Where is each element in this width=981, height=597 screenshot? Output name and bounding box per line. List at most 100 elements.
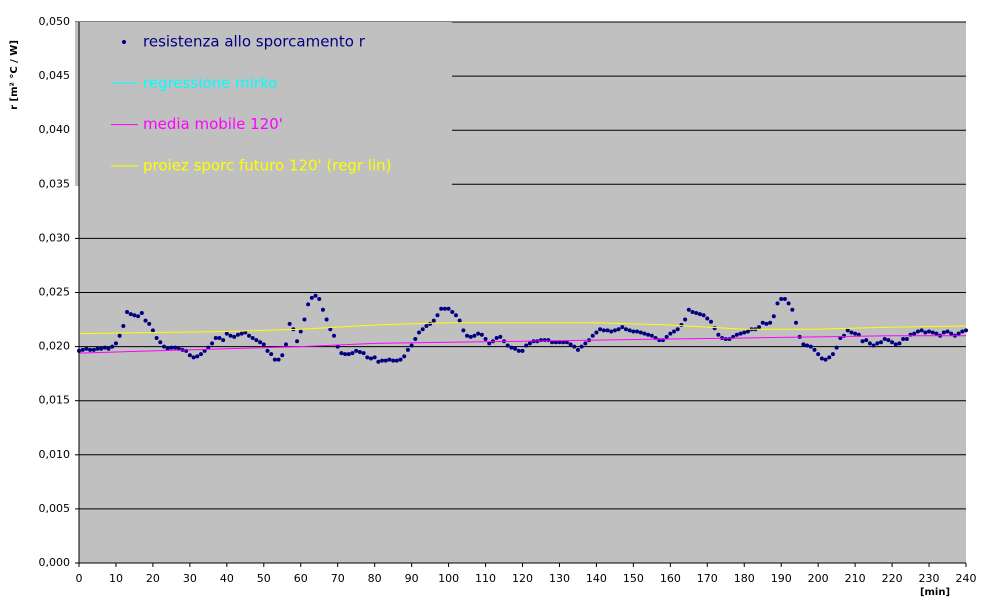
data-point — [878, 340, 883, 345]
data-point — [830, 352, 835, 357]
data-point — [424, 324, 429, 329]
data-point — [904, 337, 909, 342]
data-point — [871, 343, 876, 348]
data-point — [302, 317, 307, 322]
data-point — [509, 345, 514, 350]
x-tick-label: 150 — [623, 572, 644, 585]
legend-marker — [122, 40, 126, 44]
data-point — [849, 330, 854, 335]
data-point — [520, 348, 525, 353]
data-point — [915, 329, 920, 334]
data-point — [620, 325, 625, 330]
data-point — [320, 307, 325, 312]
x-tick-label: 0 — [76, 572, 83, 585]
data-point — [712, 326, 717, 331]
data-point — [125, 309, 130, 314]
data-point — [579, 344, 584, 349]
data-point — [439, 306, 444, 311]
data-point — [191, 355, 196, 360]
data-point — [376, 359, 381, 364]
data-point — [834, 345, 839, 350]
data-point — [538, 338, 543, 343]
data-point — [295, 339, 300, 344]
data-point — [350, 351, 355, 356]
legend-label: regressione mirko — [143, 74, 277, 92]
data-point — [745, 329, 750, 334]
data-point — [343, 352, 348, 357]
data-point — [575, 347, 580, 352]
data-point — [701, 313, 706, 318]
data-point — [357, 350, 362, 355]
data-point — [875, 341, 880, 346]
data-point — [435, 313, 440, 318]
data-point — [243, 330, 248, 335]
data-point — [354, 348, 359, 353]
data-point — [154, 335, 159, 340]
data-point — [564, 340, 569, 345]
data-point — [901, 337, 906, 342]
x-tick-label: 20 — [146, 572, 160, 585]
data-point — [150, 328, 155, 333]
data-point — [476, 331, 481, 336]
data-point — [738, 331, 743, 336]
data-point — [897, 341, 902, 346]
data-point — [956, 331, 961, 336]
data-point — [102, 345, 107, 350]
data-point — [394, 358, 399, 363]
data-point — [912, 331, 917, 336]
data-point — [553, 340, 558, 345]
data-point — [165, 346, 170, 351]
data-point — [542, 338, 547, 343]
data-point — [694, 311, 699, 316]
data-point — [405, 347, 410, 352]
data-point — [258, 340, 263, 345]
data-point — [505, 343, 510, 348]
data-point — [235, 332, 240, 337]
data-point — [298, 329, 303, 334]
data-point — [856, 332, 861, 337]
data-point — [368, 356, 373, 361]
data-point — [683, 317, 688, 322]
x-tick-label: 240 — [956, 572, 977, 585]
data-point — [516, 348, 521, 353]
data-point — [760, 320, 765, 325]
x-tick-label: 190 — [771, 572, 792, 585]
data-point — [187, 353, 192, 358]
data-point — [605, 328, 610, 333]
data-point — [786, 301, 791, 306]
data-point — [557, 340, 562, 345]
data-point — [335, 344, 340, 349]
x-tick-label: 80 — [368, 572, 382, 585]
data-point — [339, 351, 344, 356]
data-point — [601, 328, 606, 333]
data-point — [697, 312, 702, 317]
data-point — [664, 334, 669, 339]
data-point — [930, 330, 935, 335]
data-point — [649, 333, 654, 338]
data-point — [827, 355, 832, 360]
data-point — [158, 340, 163, 345]
data-point — [420, 327, 425, 332]
data-point — [790, 307, 795, 312]
data-point — [893, 342, 898, 347]
data-point — [679, 322, 684, 327]
data-point — [890, 340, 895, 345]
data-point — [572, 344, 577, 349]
y-tick-label: 0,010 — [39, 448, 71, 461]
data-point — [934, 331, 939, 336]
data-point — [583, 341, 588, 346]
x-tick-label: 10 — [109, 572, 123, 585]
data-point — [128, 312, 133, 317]
data-point — [498, 334, 503, 339]
x-tick-label: 140 — [586, 572, 607, 585]
data-point — [317, 296, 322, 301]
data-point — [823, 357, 828, 362]
data-point — [417, 330, 422, 335]
data-point — [91, 347, 96, 352]
data-point — [550, 340, 555, 345]
data-point — [95, 346, 100, 351]
data-point — [239, 331, 244, 336]
x-tick-label: 220 — [882, 572, 903, 585]
data-point — [782, 296, 787, 301]
